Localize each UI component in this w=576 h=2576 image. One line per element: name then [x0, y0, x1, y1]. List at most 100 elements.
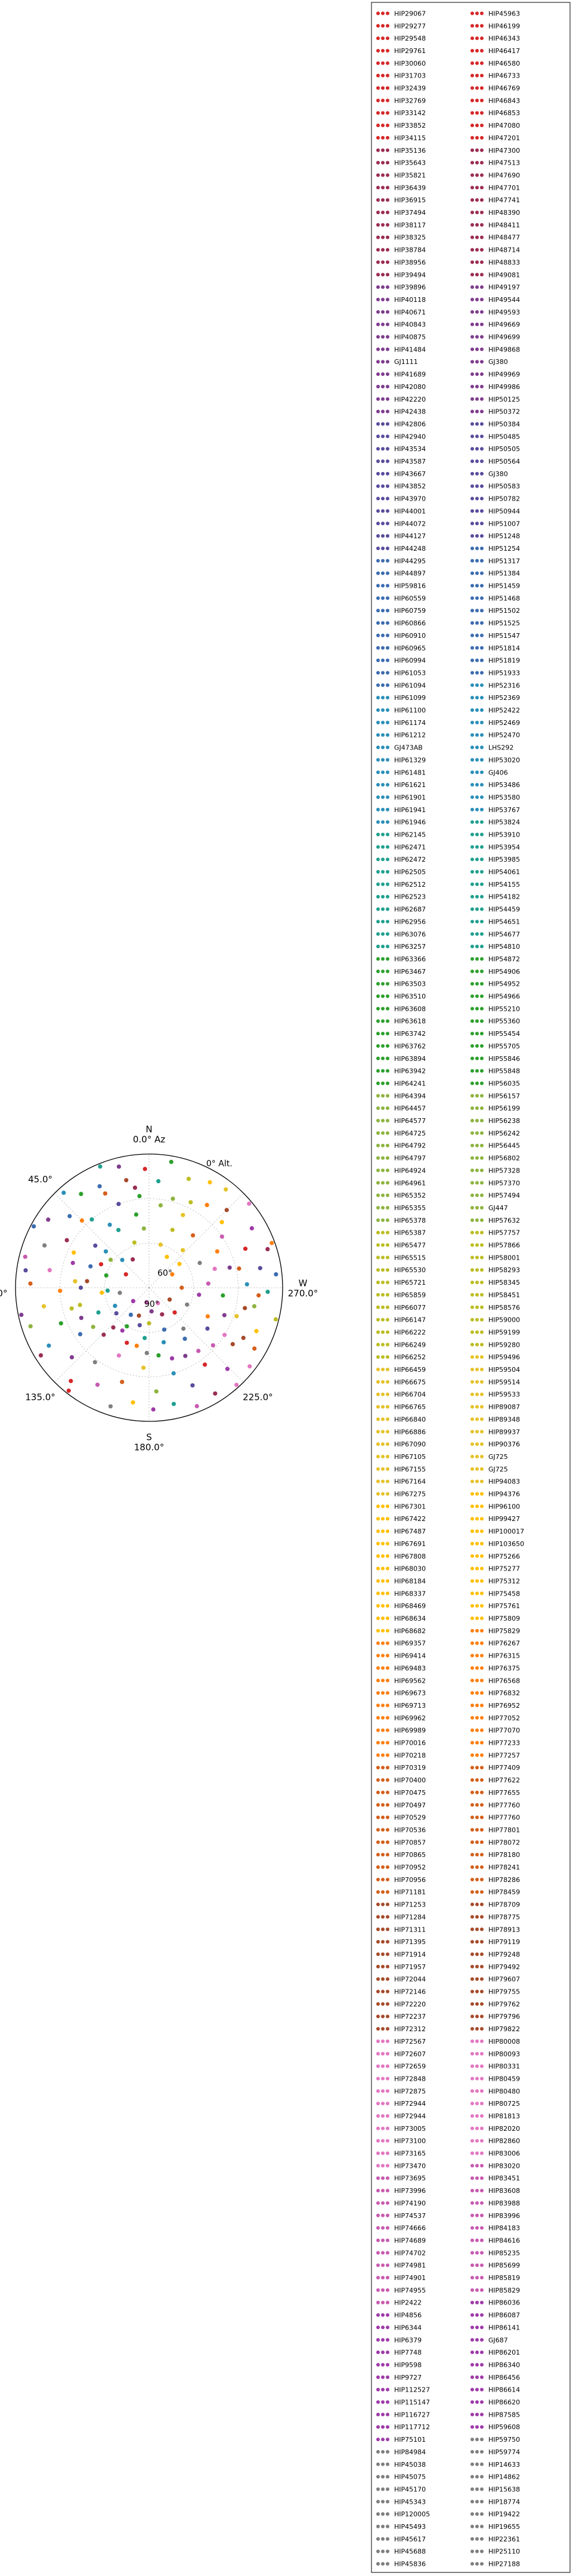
legend-marker — [381, 1741, 385, 1745]
legend-marker — [480, 198, 484, 202]
legend-marker — [376, 522, 380, 526]
legend-marker — [470, 1902, 474, 1906]
axis-labels: N0.0° Az45.0°E90.0°135.0°S180.0°225.0°W2… — [0, 1124, 318, 1453]
star-point — [116, 1353, 121, 1358]
legend-marker — [470, 1579, 474, 1583]
legend-marker — [386, 198, 389, 202]
legend-marker — [381, 1205, 385, 1210]
legend-entry-label: HIP53824 — [488, 819, 520, 826]
legend-marker — [470, 2164, 474, 2168]
legend-marker — [480, 1902, 484, 1906]
legend-marker — [381, 2362, 385, 2367]
legend-entry-label: HIP66252 — [394, 1353, 426, 1361]
legend-marker — [386, 2077, 389, 2081]
legend-marker — [376, 1168, 380, 1173]
legend-marker — [376, 1292, 380, 1297]
legend-marker — [480, 1517, 484, 1521]
star-point — [210, 1343, 215, 1348]
legend-marker — [475, 1479, 479, 1483]
legend-entry-label: HIP68030 — [394, 1565, 426, 1573]
legend-marker — [376, 335, 380, 339]
legend-marker — [470, 1641, 474, 1645]
legend-marker — [376, 609, 380, 613]
legend-entry-label: HIP9598 — [394, 2361, 422, 2369]
legend-marker — [376, 2226, 380, 2230]
legend-entry-label: HIP59816 — [394, 582, 426, 590]
legend-entry-label: HIP86456 — [488, 2374, 520, 2381]
legend-marker — [475, 98, 479, 103]
legend-marker — [470, 1691, 474, 1695]
legend-marker — [386, 2089, 389, 2093]
legend-marker — [475, 2039, 479, 2043]
star-point — [190, 1383, 195, 1388]
star-point — [215, 1249, 219, 1254]
star-point — [162, 1327, 167, 1332]
legend-marker — [470, 2139, 474, 2143]
legend-marker — [381, 609, 385, 613]
star-point — [249, 1226, 254, 1230]
legend-entry-label: HIP51525 — [488, 619, 520, 627]
legend-marker — [480, 1479, 484, 1483]
legend-marker — [470, 2189, 474, 2193]
legend-entry-label: HIP54155 — [488, 881, 520, 889]
legend-marker — [480, 2387, 484, 2392]
legend-marker — [381, 260, 385, 264]
legend-marker — [381, 2338, 385, 2342]
legend-marker — [381, 459, 385, 464]
legend-marker — [475, 1703, 479, 1707]
legend-marker — [480, 708, 484, 712]
legend-entry-label: HIP78180 — [488, 1851, 520, 1859]
legend-marker — [381, 1691, 385, 1695]
legend-marker — [480, 646, 484, 650]
legend-marker — [381, 1728, 385, 1732]
legend-entry-label: HIP29761 — [394, 47, 426, 55]
legend-marker — [475, 2276, 479, 2280]
legend-entry-label: HIP100017 — [488, 1528, 524, 1535]
legend-entry-label: HIP79822 — [488, 2025, 520, 2033]
legend-marker — [376, 2064, 380, 2068]
legend-marker — [386, 1628, 389, 1633]
legend-marker — [470, 671, 474, 675]
legend-marker — [381, 2213, 385, 2217]
star-point — [165, 1254, 169, 1259]
legend-entry-label: HIP99427 — [488, 1515, 520, 1523]
legend-marker — [470, 1094, 474, 1098]
legend-marker — [470, 2537, 474, 2541]
legend-marker — [475, 2375, 479, 2379]
legend-marker — [470, 1703, 474, 1707]
legend-marker — [475, 770, 479, 775]
legend-marker — [386, 2064, 389, 2068]
legend-marker — [470, 211, 474, 215]
legend-marker — [480, 1007, 484, 1011]
legend-marker — [480, 347, 484, 351]
legend-entry-label: HIP19422 — [488, 2510, 520, 2518]
legend-marker — [480, 211, 484, 215]
legend-marker — [475, 1368, 479, 1372]
azimuth-grid-line — [54, 1193, 150, 1288]
legend-marker — [381, 1591, 385, 1596]
legend-marker — [386, 1268, 389, 1272]
legend-marker — [376, 186, 380, 190]
legend-entry-label: HIP56199 — [488, 1105, 520, 1112]
legend-marker — [381, 509, 385, 513]
legend-marker — [386, 1218, 389, 1222]
legend-marker — [386, 2014, 389, 2019]
legend-marker — [386, 1554, 389, 1558]
legend-marker — [480, 1952, 484, 1956]
legend-marker — [480, 1616, 484, 1621]
legend-marker — [475, 1517, 479, 1521]
legend-marker — [381, 310, 385, 314]
star-point — [172, 1310, 177, 1315]
legend-entry-label: HIP65859 — [394, 1291, 426, 1299]
legend-marker — [386, 2387, 389, 2392]
star-point — [58, 1321, 63, 1326]
legend-marker — [480, 1604, 484, 1608]
legend-marker — [470, 1230, 474, 1235]
legend-entry-label: HIP44001 — [394, 507, 426, 515]
legend-marker — [386, 124, 389, 128]
legend-entry-label: HIP55454 — [488, 1030, 520, 1038]
legend-marker — [480, 1392, 484, 1396]
legend-marker — [376, 1902, 380, 1906]
legend-marker — [470, 870, 474, 874]
legend-marker — [480, 1753, 484, 1757]
